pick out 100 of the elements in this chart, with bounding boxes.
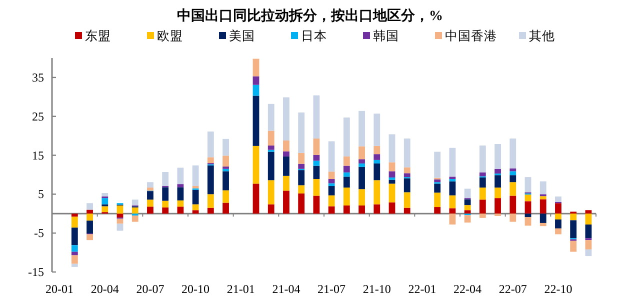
bar [252,184,260,214]
bar [479,200,486,214]
bar [268,152,274,180]
bar [177,168,184,184]
bar [71,264,78,267]
bar [328,206,335,214]
y-tick-label: 5 [38,187,44,202]
bar [102,193,108,197]
bar [404,173,410,178]
bar [328,186,335,196]
bar [132,207,138,214]
bar [283,97,290,140]
bar [555,214,562,220]
bar [510,138,516,168]
bar [479,146,486,172]
x-tick-label: 22-04 [454,282,482,296]
x-tick-label: 20-07 [136,282,164,296]
bar [71,252,78,256]
bar [268,130,274,146]
bar [252,58,260,76]
x-tick-label: 21-10 [362,282,391,296]
bar [585,214,592,225]
bar [540,214,546,223]
bar [343,172,350,177]
y-tick-label: -5 [34,226,44,240]
bar [524,177,532,192]
bar [71,228,78,246]
bar [283,156,290,176]
bar [162,187,169,201]
bar [585,224,592,238]
bar [404,178,410,192]
bar [252,84,260,96]
bar [374,160,380,164]
bar [162,207,169,214]
bar [177,187,184,200]
bar [207,208,214,214]
bar [207,165,214,194]
bar [192,204,199,210]
bar [388,184,396,202]
bar [479,214,486,218]
bar [252,96,260,146]
bar [388,202,396,214]
bar [222,190,229,203]
bar [71,255,78,264]
bar [524,194,532,202]
bar [404,167,410,174]
bar [358,159,365,164]
bar [464,210,471,214]
bar [374,154,380,160]
bar [510,214,516,222]
bar [207,194,214,208]
bar [343,118,350,156]
bar [388,171,396,178]
bar [494,144,501,169]
bar [71,214,78,217]
bar [86,234,93,240]
bar [298,185,305,194]
y-tick-label: 35 [32,70,44,84]
bar [102,198,108,204]
bar [449,214,456,225]
bar [570,220,577,238]
bar [313,95,320,139]
bar [252,76,260,85]
bar [358,189,365,206]
bar [343,205,350,214]
bar [570,240,577,252]
bar [374,180,380,204]
bar [540,181,546,194]
bar [192,210,199,214]
bar [328,141,335,172]
bar [298,112,305,153]
legend-label: 日本 [301,29,327,43]
bar [374,163,380,180]
bar [298,164,305,169]
bar [222,138,229,156]
bar [147,200,154,207]
bar [540,196,546,200]
bar [298,170,305,186]
bar [449,195,456,208]
bar [494,198,501,214]
bar [540,199,546,214]
bar [313,160,320,166]
bar [222,202,229,214]
y-tick-label: 25 [32,109,44,124]
bar [510,168,516,172]
x-tick-label: 21-04 [272,282,300,296]
bar [86,214,93,221]
bar [404,192,410,208]
bar [71,245,78,252]
bar [374,146,380,154]
bar [494,175,501,188]
bar [222,171,229,190]
bar [510,171,516,176]
bar [268,104,274,131]
legend-label: 中国香港 [445,29,497,43]
bar [388,134,396,162]
y-tick-label: 15 [32,148,44,162]
bar [555,203,562,214]
bar [132,216,138,222]
bar [116,205,124,214]
